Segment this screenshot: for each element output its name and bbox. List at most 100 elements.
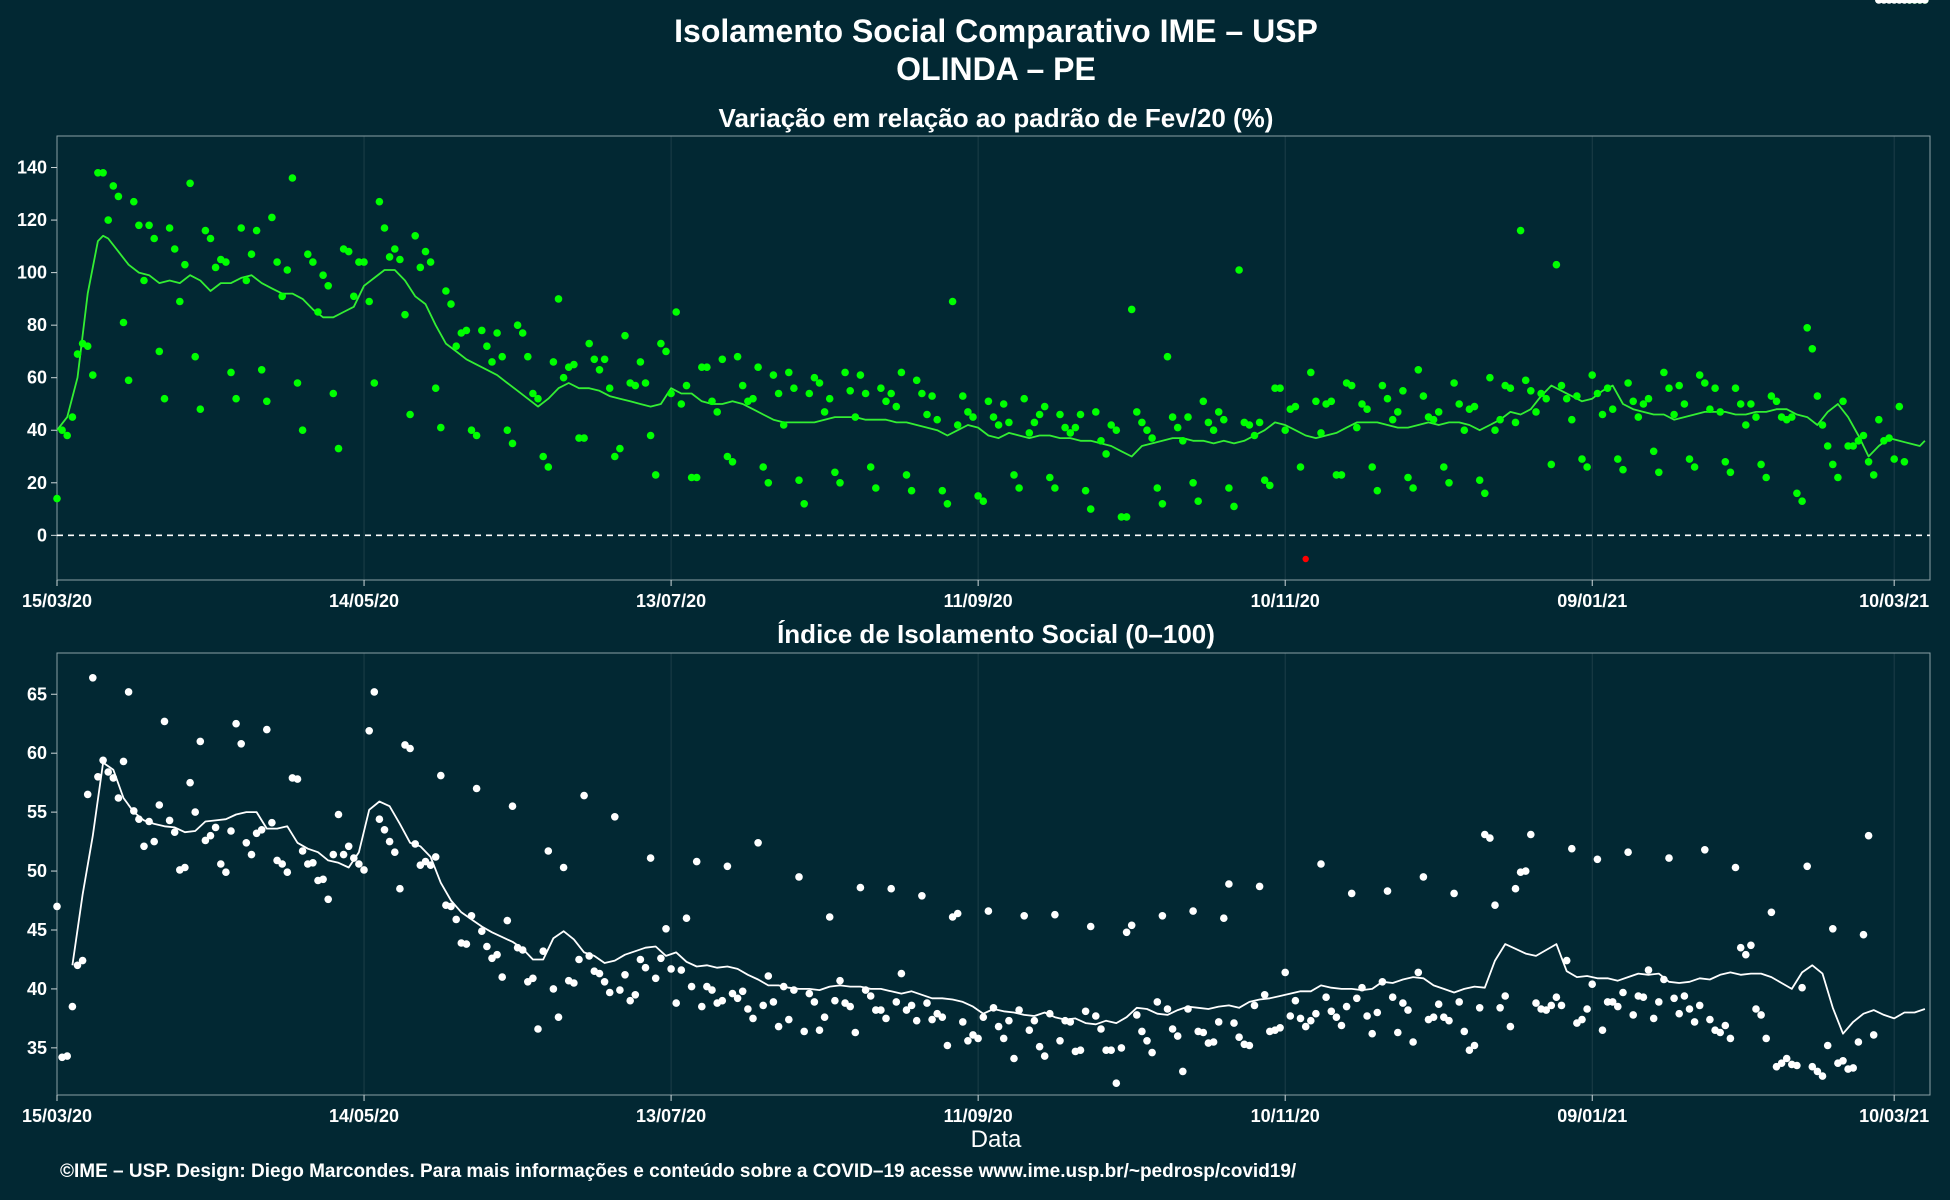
- index-point-317: [1675, 1009, 1683, 1018]
- index-point-329: [1736, 943, 1745, 952]
- variation-point-24: [176, 297, 184, 306]
- variation-point-104: [585, 339, 593, 348]
- index-point-157: [856, 883, 865, 892]
- variation-point-282: [1496, 415, 1504, 424]
- index-x-tick-label-4: 10/11/20: [1251, 1106, 1320, 1126]
- variation-point-288: [1527, 387, 1535, 395]
- variation-point-140: [769, 371, 778, 379]
- variation-point-188: [1015, 484, 1023, 492]
- variation-point-117: [651, 471, 660, 479]
- index-point-126: [698, 1002, 706, 1011]
- variation-point-321: [1695, 371, 1704, 379]
- variation-point-58: [350, 292, 358, 301]
- index-point-12: [114, 794, 123, 802]
- index-point-257: [1368, 1029, 1376, 1038]
- index-point-117: [651, 974, 660, 983]
- variation-point-345: [1818, 421, 1827, 429]
- index-point-269: [1429, 1013, 1438, 1021]
- variation-point-223: [1194, 497, 1202, 506]
- variation-point-30: [206, 234, 215, 243]
- index-point-263: [1399, 999, 1407, 1007]
- index-point-83: [478, 927, 486, 935]
- index-point-300: [1588, 980, 1596, 988]
- index-point-30: [206, 831, 215, 840]
- index-point-20: [155, 801, 164, 809]
- index-point-206: [1107, 1046, 1115, 1054]
- index-point-244: [1301, 1022, 1310, 1031]
- index-point-190: [1025, 1026, 1034, 1034]
- index-point-15: [130, 807, 138, 815]
- index-point-301: [1593, 855, 1602, 864]
- x-axis-label: Data: [971, 1126, 1022, 1153]
- variation-point-17: [140, 276, 148, 285]
- variation-point-103: [580, 434, 588, 442]
- index-point-177: [959, 1018, 967, 1026]
- index-point-37: [242, 839, 251, 847]
- variation-point-201: [1081, 486, 1090, 495]
- variation-point-113: [631, 381, 640, 390]
- variation-point-333: [1757, 460, 1765, 469]
- variation-point-214: [1148, 434, 1156, 442]
- variation-point-273: [1450, 379, 1458, 387]
- variation-point-272: [1445, 479, 1453, 487]
- index-point-191: [1030, 1016, 1039, 1025]
- variation-point-301: [1593, 389, 1602, 398]
- index-point-252: [1342, 1002, 1351, 1011]
- index-point-6: [83, 790, 92, 799]
- variation-point-234: [1250, 431, 1259, 440]
- variation-point-42: [268, 213, 276, 222]
- variation-point-177: [959, 392, 967, 400]
- variation-point-251: [1337, 471, 1346, 479]
- index-point-321: [1695, 1001, 1704, 1010]
- index-point-345: [1818, 1072, 1827, 1080]
- variation-point-147: [805, 389, 814, 398]
- index-point-247: [1317, 860, 1325, 868]
- index-point-283: [1501, 992, 1509, 1000]
- variation-point-216: [1158, 500, 1167, 508]
- variation-point-0: [53, 494, 61, 503]
- variation-point-153: [836, 479, 844, 487]
- variation-point-74: [431, 384, 440, 393]
- chart-title: Isolamento Social Comparativo IME – USP: [674, 13, 1318, 49]
- index-point-101: [570, 979, 578, 987]
- variation-point-355: [1869, 471, 1878, 479]
- variation-point-228: [1220, 415, 1228, 424]
- variation-point-21: [160, 394, 169, 403]
- index-point-295: [1562, 956, 1571, 965]
- variation-point-55: [334, 444, 343, 453]
- variation-point-16: [135, 221, 143, 230]
- variation-point-43: [273, 258, 281, 266]
- variation-point-67: [396, 255, 404, 264]
- index-point-234: [1250, 1001, 1259, 1010]
- variation-point-249: [1327, 397, 1336, 406]
- variation-y-tick-label-0: 0: [37, 525, 47, 545]
- variation-x-tick-label-4: 10/11/20: [1251, 591, 1320, 611]
- index-point-93: [529, 974, 537, 983]
- variation-point-185: [999, 400, 1008, 408]
- variation-point-354: [1864, 458, 1873, 466]
- index-point-159: [866, 992, 875, 1000]
- variation-point-63: [375, 197, 384, 206]
- variation-point-198: [1066, 429, 1075, 437]
- index-point-42: [268, 818, 276, 827]
- variation-point-151: [825, 394, 834, 403]
- variation-point-47: [293, 379, 302, 387]
- variation-point-190: [1025, 429, 1034, 437]
- variation-point-289: [1532, 408, 1540, 416]
- variation-point-9: [99, 169, 107, 177]
- variation-point-316: [1670, 410, 1678, 419]
- variation-x-tick-label-5: 09/01/21: [1557, 591, 1627, 611]
- index-point-139: [764, 972, 773, 980]
- variation-point-85: [488, 358, 496, 366]
- index-point-10: [104, 768, 112, 776]
- index-point-38: [247, 850, 256, 859]
- variation-point-213: [1143, 426, 1151, 435]
- index-point-155: [846, 1002, 854, 1011]
- index-point-240: [1281, 968, 1289, 977]
- index-point-198: [1066, 1018, 1075, 1026]
- variation-point-129: [713, 408, 721, 416]
- index-point-108: [605, 988, 614, 997]
- index-point-310: [1639, 993, 1648, 1001]
- index-point-25: [181, 863, 189, 872]
- index-point-28: [196, 737, 205, 746]
